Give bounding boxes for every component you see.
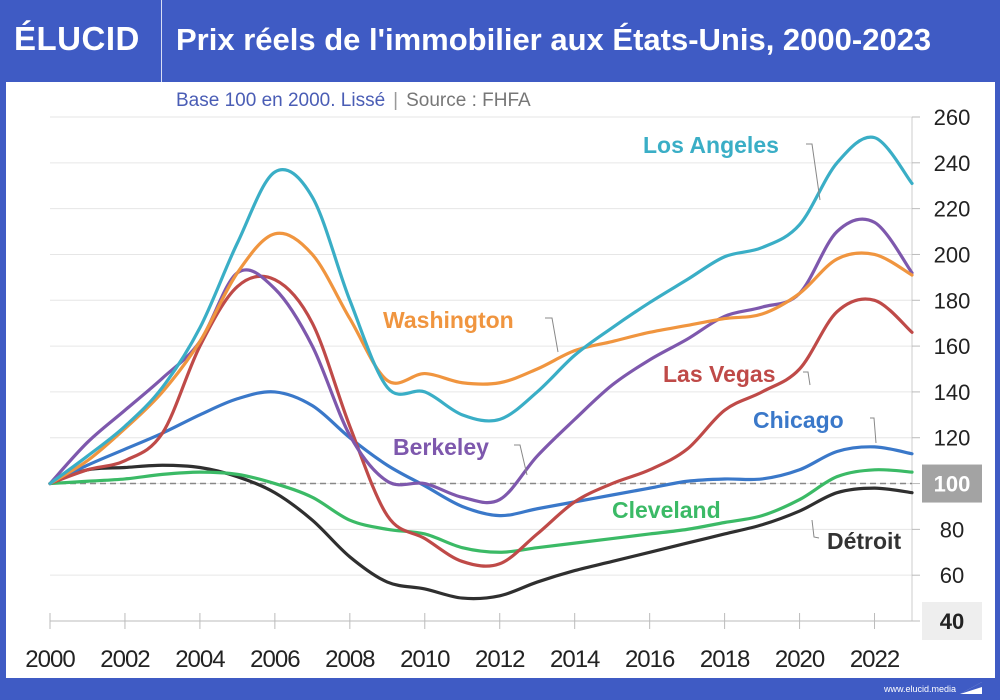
- y-tick-label: 40: [940, 609, 964, 634]
- annotation-label: Washington: [383, 307, 514, 333]
- y-tick-label: 240: [934, 151, 971, 176]
- series-line-cleveland: [48, 468, 914, 554]
- y-tick-label: 200: [934, 242, 971, 267]
- series-line-losangeles: [48, 135, 914, 486]
- annotation-leader-line: [870, 417, 877, 444]
- annotation-leader-line: [514, 444, 528, 476]
- footer-url[interactable]: www.elucid.media: [883, 684, 956, 694]
- x-tick-label: 2002: [100, 646, 150, 673]
- x-tick-label: 2012: [475, 646, 525, 673]
- header: ÉLUCID Prix réels de l'immobilier aux Ét…: [0, 0, 1000, 82]
- x-tick-label: 2010: [400, 646, 450, 673]
- annotation-leader-line: [803, 371, 811, 386]
- annotation-label: Détroit: [827, 528, 901, 554]
- annotation-leader-line: [811, 519, 820, 539]
- x-tick-label: 2008: [325, 646, 375, 673]
- y-tick-label: 220: [934, 197, 971, 222]
- series-line-washington: [48, 231, 914, 486]
- annotation-leader-line: [545, 317, 559, 353]
- x-tick-label: 2006: [250, 646, 300, 673]
- x-tick-label: 2022: [850, 646, 900, 673]
- y-tick-label: 120: [934, 426, 971, 451]
- elucid-mark-icon: [960, 682, 982, 694]
- chart-title: Prix réels de l'immobilier aux États-Uni…: [176, 22, 932, 57]
- subtitle-main: Base 100 en 2000. Lissé: [176, 90, 386, 111]
- series-line-lasvegas: [48, 274, 914, 568]
- y-tick-label: 160: [934, 334, 971, 359]
- y-tick-label: 80: [940, 517, 964, 542]
- annotation-label: Chicago: [753, 407, 844, 433]
- annotation-label: Las Vegas: [663, 361, 776, 387]
- y-tick-label: 100: [934, 472, 971, 497]
- series-line-dtroit: [48, 463, 914, 601]
- x-tick-label: 2000: [25, 646, 75, 673]
- x-tick-label: 2004: [175, 646, 225, 673]
- annotation-label: Berkeley: [393, 434, 489, 460]
- x-tick-label: 2020: [775, 646, 825, 673]
- header-divider: [161, 0, 162, 82]
- annotation-label: Cleveland: [612, 497, 721, 523]
- y-tick-label: 180: [934, 288, 971, 313]
- y-tick-label: 260: [934, 105, 971, 130]
- x-tick-label: 2016: [625, 646, 675, 673]
- elucid-logo: ÉLUCID: [14, 20, 140, 57]
- y-tick-highlight: [922, 602, 982, 640]
- y-tick-highlight: [922, 464, 982, 503]
- subtitle-separator: |: [393, 90, 399, 111]
- chart-subtitle: Base 100 en 2000. Lissé | Source : FHFA: [176, 90, 531, 112]
- annotation-leader-line: [806, 143, 821, 201]
- y-tick-label: 140: [934, 380, 971, 405]
- annotation-label: Los Angeles: [643, 132, 779, 158]
- y-tick-label: 60: [940, 563, 964, 588]
- subtitle-source: Source : FHFA: [406, 90, 531, 111]
- x-tick-label: 2018: [700, 646, 750, 673]
- series-line-chicago: [48, 390, 914, 518]
- x-tick-label: 2014: [550, 646, 600, 673]
